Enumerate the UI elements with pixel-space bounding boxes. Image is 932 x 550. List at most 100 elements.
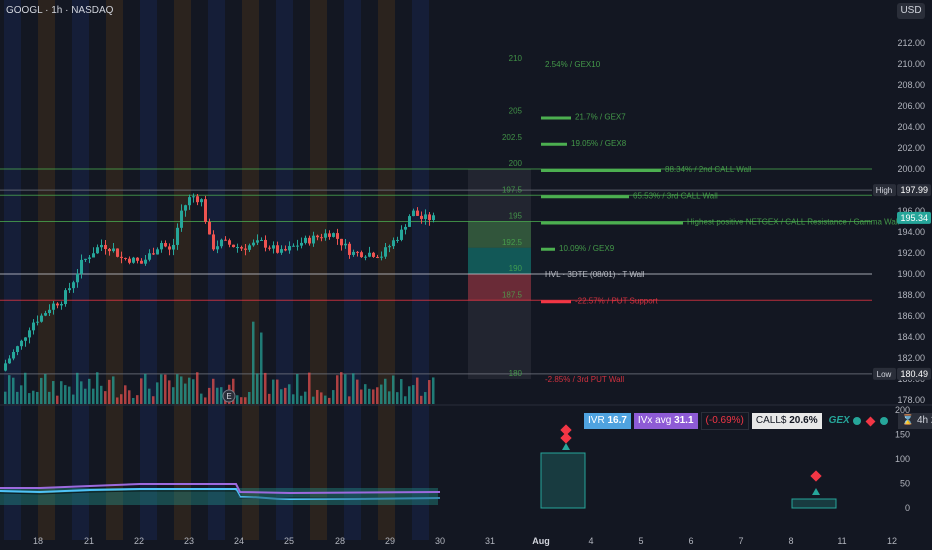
time-tick: 11 <box>837 536 846 546</box>
volume-bar <box>328 397 331 404</box>
strike-label: 205 <box>509 107 523 116</box>
volume-bar <box>320 392 323 404</box>
volume-bar <box>384 378 387 404</box>
volume-bar <box>336 375 339 404</box>
volume-bar <box>356 379 359 404</box>
volume-bar <box>124 385 127 404</box>
candle-body <box>268 247 271 249</box>
candle-body <box>376 256 379 258</box>
volume-bar <box>428 380 431 404</box>
candle-body <box>364 256 367 258</box>
volume-bar <box>412 385 415 404</box>
volume-bar <box>100 385 103 404</box>
gex-bar <box>541 116 571 120</box>
volume-bar <box>288 384 291 404</box>
candle-body <box>60 304 63 306</box>
candle-body <box>152 253 155 255</box>
candle-body <box>104 244 107 250</box>
volume-bar <box>32 390 35 404</box>
candle-body <box>220 239 223 247</box>
candle-body <box>288 246 291 251</box>
volume-bar <box>280 389 283 404</box>
volume-bar <box>244 397 247 404</box>
price-tick: 212.00 <box>897 38 925 48</box>
candle-body <box>160 243 163 250</box>
price-tick: 182.00 <box>897 353 925 363</box>
volume-bar <box>340 372 343 404</box>
volume-bar <box>180 376 183 404</box>
volume-bar <box>64 385 67 404</box>
currency-button[interactable]: USD <box>897 3 925 19</box>
candle-body <box>128 258 131 263</box>
lower-tick: 50 <box>900 479 910 489</box>
candle-body <box>96 247 99 254</box>
candle-body <box>108 249 111 252</box>
timer-badge: ⌛ 4h 22m <box>897 413 932 429</box>
price-tick: 206.00 <box>897 101 925 111</box>
volume-bar <box>196 372 199 404</box>
volume-bar <box>148 388 151 404</box>
volume-bar <box>104 391 107 404</box>
volume-bar <box>404 396 407 404</box>
session-stripe <box>4 0 21 540</box>
candle-body <box>380 256 383 258</box>
candle-body <box>416 210 419 216</box>
candle-body <box>336 233 339 239</box>
candle-body <box>28 330 31 338</box>
price-tick: 192.00 <box>897 248 925 258</box>
candle-body <box>280 249 283 253</box>
volume-bar <box>424 392 427 404</box>
last-price: 195.34 <box>900 213 928 223</box>
candle-body <box>92 253 95 258</box>
call-zone <box>468 221 531 248</box>
candle-body <box>388 246 391 248</box>
volume-bar <box>72 394 75 404</box>
candle-body <box>328 233 331 237</box>
volume-bar <box>420 395 423 404</box>
gex-label: Highest positive NETGEX / CALL Resistanc… <box>687 218 900 227</box>
volume-bar <box>112 376 115 404</box>
ivx-badge: IVx avg 31.1 <box>633 413 698 429</box>
gex-diamond-icon <box>865 416 876 426</box>
price-tick: 190.00 <box>897 269 925 279</box>
earnings-label: E <box>226 392 231 401</box>
candle-body <box>316 235 319 238</box>
candle-body <box>360 252 363 258</box>
volume-bar <box>284 387 287 404</box>
candle-body <box>384 247 387 257</box>
volume-bar <box>12 377 15 404</box>
volume-bar <box>248 391 251 404</box>
signal-diamond-icon <box>560 432 572 444</box>
volume-bar <box>60 381 63 404</box>
put-zone <box>468 274 531 301</box>
volume-bar <box>268 393 271 404</box>
volume-bar <box>24 372 27 404</box>
expiry-box <box>540 452 586 509</box>
iv-info-bar: IVR 16.7 IVx avg 31.1 (-0.69%) CALL$ 20.… <box>584 412 932 430</box>
ivr-line <box>0 488 441 501</box>
time-tick: 8 <box>788 536 793 546</box>
session-stripe <box>378 0 395 540</box>
time-tick: 22 <box>134 536 144 546</box>
volume-bar <box>84 388 87 404</box>
volume-bar <box>400 379 403 404</box>
price-tick: 194.00 <box>897 227 925 237</box>
gex-bar <box>541 195 629 199</box>
high-label: High <box>876 186 892 195</box>
time-tick: 31 <box>485 536 495 546</box>
candle-body <box>20 340 23 347</box>
candle-body <box>32 322 35 331</box>
price-tick: 186.00 <box>897 311 925 321</box>
candle-body <box>324 233 327 238</box>
volume-bar <box>96 372 99 404</box>
gex-label: 21.7% / GEX7 <box>575 113 626 122</box>
symbol-title[interactable]: GOOGL · 1h · NASDAQ <box>6 5 114 16</box>
price-tick: 202.00 <box>897 143 925 153</box>
candle-body <box>24 337 27 341</box>
gex-bar <box>541 142 567 146</box>
session-stripe <box>242 0 259 540</box>
volume-bar <box>308 372 311 404</box>
candle-body <box>40 315 43 322</box>
candle-body <box>144 259 147 264</box>
